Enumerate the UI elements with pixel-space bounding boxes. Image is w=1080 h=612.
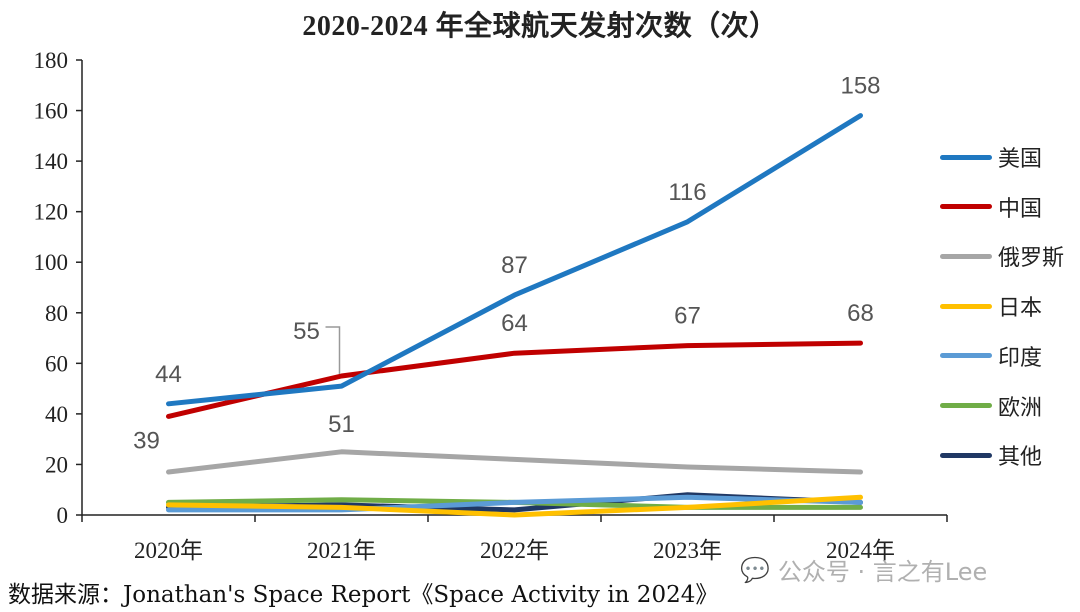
chart-title: 2020-2024 年全球航天发射次数（次） [302, 11, 778, 42]
y-tick-label: 140 [34, 149, 69, 174]
wechat-icon: 💬 [740, 555, 770, 584]
data-label-china: 55 [293, 318, 320, 345]
x-tick-label: 2021年 [307, 538, 376, 563]
legend-item: 俄罗斯 [940, 241, 1064, 271]
legend-label: 欧洲 [998, 395, 1043, 421]
legend-item: 印度 [940, 341, 1042, 371]
legend-item: 中国 [940, 192, 1042, 222]
y-tick-label: 120 [34, 200, 69, 225]
watermark: 💬 公众号 · 言之有Lee [740, 552, 987, 587]
legend-label: 美国 [998, 147, 1043, 172]
data-label-us: 158 [840, 73, 880, 100]
legend-swatch [940, 353, 992, 359]
data-label-china: 67 [674, 303, 701, 330]
data-label-us: 44 [155, 361, 182, 388]
legend-item: 其他 [940, 440, 1042, 470]
series-line-1 [166, 113, 863, 407]
legend-swatch [940, 253, 992, 259]
x-tick-label: 2023年 [653, 538, 722, 563]
y-tick-label: 80 [45, 301, 68, 326]
x-tick-label: 2024年 [826, 538, 895, 563]
series-line-4 [166, 494, 863, 518]
y-tick-label: 20 [45, 452, 68, 477]
legend-label: 中国 [998, 196, 1043, 222]
legend-label: 其他 [998, 445, 1043, 471]
y-tick-label: 60 [45, 351, 68, 376]
x-tick-label: 2020年 [134, 538, 203, 563]
data-label-us: 116 [668, 179, 706, 206]
legend-swatch [940, 452, 992, 458]
legend-item: 美国 [940, 142, 1042, 172]
y-tick-label: 180 [34, 48, 69, 73]
data-label-us: 51 [328, 411, 355, 438]
source-note: 数据来源：Jonathan's Space Report《Space Activ… [8, 582, 719, 608]
data-label-china: 68 [847, 300, 874, 327]
y-tick-label: 0 [57, 503, 69, 528]
series-line-5 [166, 494, 863, 513]
y-tick-label: 100 [34, 250, 69, 275]
label-leader-line [325, 326, 341, 374]
legend-swatch [940, 204, 992, 210]
legend-item: 日本 [940, 291, 1042, 321]
x-tick-label: 2022年 [480, 538, 549, 563]
y-tick-label: 40 [45, 402, 68, 427]
legend-swatch [940, 154, 992, 160]
series-line-3 [166, 449, 863, 475]
y-tick-label: 160 [34, 99, 69, 124]
series-line-2 [166, 340, 863, 419]
legend-item: 欧洲 [940, 391, 1042, 421]
legend-swatch [940, 303, 992, 309]
legend-label: 日本 [998, 296, 1043, 322]
legend-label: 印度 [998, 345, 1043, 371]
watermark-text: 公众号 · 言之有Lee [777, 558, 988, 586]
data-label-us: 87 [501, 252, 528, 279]
data-label-china: 39 [133, 427, 160, 454]
legend-swatch [940, 403, 992, 408]
data-label-china: 64 [501, 310, 528, 337]
legend-label: 俄罗斯 [998, 246, 1065, 272]
